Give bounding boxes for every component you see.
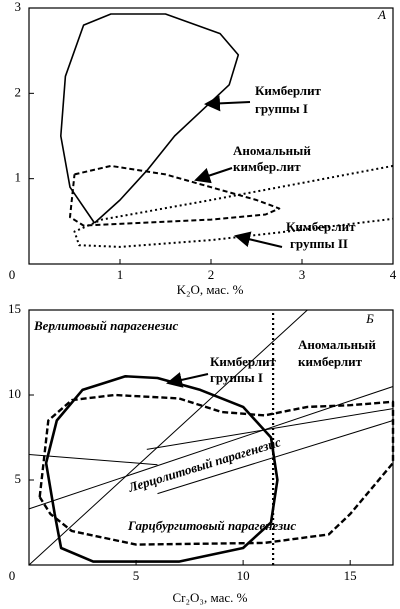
panel-letter: Б [365, 311, 374, 326]
arrow [204, 95, 251, 112]
annotation: кимбер.лит [233, 159, 301, 174]
annotation: Кимберлит [210, 354, 277, 369]
x-tick-label: 0 [9, 267, 16, 282]
annotation: Аномальный [298, 337, 376, 352]
field-curve [38, 393, 395, 546]
x-tick-label: 0 [9, 568, 16, 583]
annotation: группы I [210, 370, 263, 385]
annotation: Кимберлит [255, 83, 322, 98]
annotation: Кимбер.лит [286, 219, 356, 234]
y-tick-label: 10 [8, 386, 21, 401]
arrow [194, 167, 233, 184]
field-curve [73, 164, 394, 248]
field-curve [28, 309, 308, 566]
annotation: Аномальный [233, 143, 311, 158]
field-curve [146, 408, 394, 450]
field-curve [157, 420, 394, 495]
annotation: Верлитовый парагенезис [33, 318, 179, 333]
annotation: кимберлит [298, 354, 363, 369]
x-tick-label: 3 [299, 267, 306, 282]
x-tick-label: 10 [237, 568, 250, 583]
x-axis-label: K₂O, мас. % [177, 282, 244, 297]
annotation: Лерцолитовый парагенезис [126, 434, 283, 495]
field-curve [28, 454, 158, 466]
x-tick-label: 4 [390, 267, 397, 282]
annotation: Гарцбургитовый парагенезис [127, 518, 296, 533]
y-tick-label: 3 [15, 0, 22, 14]
x-tick-label: 5 [133, 568, 140, 583]
field-curve [60, 13, 240, 224]
y-tick-label: 2 [15, 84, 22, 99]
field-curve [69, 164, 281, 227]
y-tick-label: 1 [15, 170, 22, 185]
annotation: группы I [255, 101, 308, 116]
x-axis-label: Cr₂O₃, мас. % [173, 590, 248, 605]
y-tick-label: 15 [8, 301, 21, 316]
y-tick-label: 5 [15, 471, 22, 486]
field-curve [44, 375, 279, 563]
x-tick-label: 1 [117, 267, 124, 282]
x-tick-label: 2 [208, 267, 215, 282]
x-tick-label: 15 [344, 568, 357, 583]
panel-letter: А [377, 7, 386, 22]
annotation: группы II [290, 236, 348, 251]
arrow [234, 231, 283, 248]
field-curve [28, 386, 394, 510]
